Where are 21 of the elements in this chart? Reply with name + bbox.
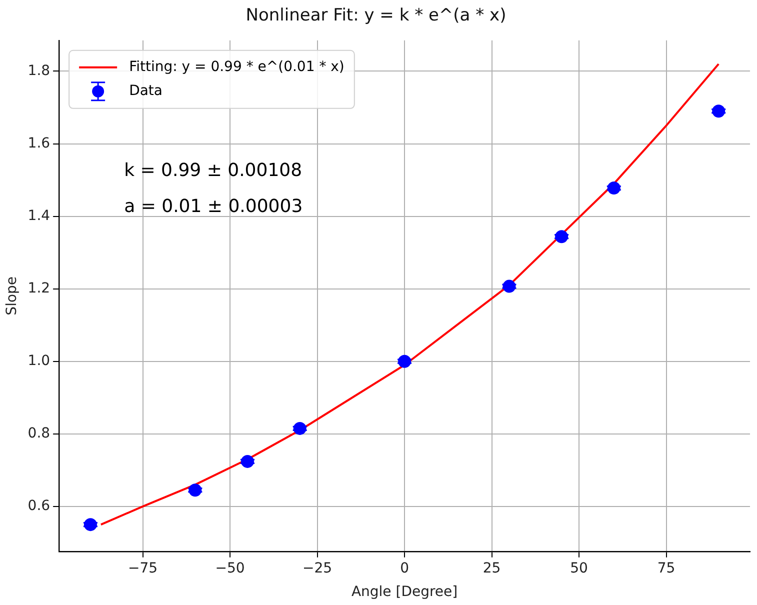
x-tick-label: 75 xyxy=(657,560,676,576)
x-axis-title: Angle [Degree] xyxy=(351,584,458,600)
chart-title: Nonlinear Fit: y = k * e^(a * x) xyxy=(246,6,506,26)
y-tick-label: 1.0 xyxy=(28,353,50,369)
legend-label: Data xyxy=(129,83,162,100)
legend-label: Fitting: y = 0.99 * e^(0.01 * x) xyxy=(129,59,344,76)
y-tick-label: 1.4 xyxy=(28,208,50,224)
annotation: k = 0.99 ± 0.00108 xyxy=(124,160,302,182)
x-tick-label: 50 xyxy=(570,560,588,576)
x-tick-label: 0 xyxy=(400,560,409,576)
x-tick-label: −75 xyxy=(128,560,158,576)
y-axis-title: Slope xyxy=(4,276,20,316)
x-tick-label: −25 xyxy=(302,560,332,576)
y-tick-label: 1.6 xyxy=(28,135,50,152)
y-tick-label: 1.8 xyxy=(28,62,50,79)
annotation: a = 0.01 ± 0.00003 xyxy=(124,196,303,218)
x-tick-label: 25 xyxy=(482,560,501,576)
x-tick-label: −50 xyxy=(215,560,245,576)
y-tick-label: 0.8 xyxy=(28,426,50,442)
y-tick-label: 1.2 xyxy=(28,280,50,296)
y-tick-label: 0.6 xyxy=(28,498,50,514)
